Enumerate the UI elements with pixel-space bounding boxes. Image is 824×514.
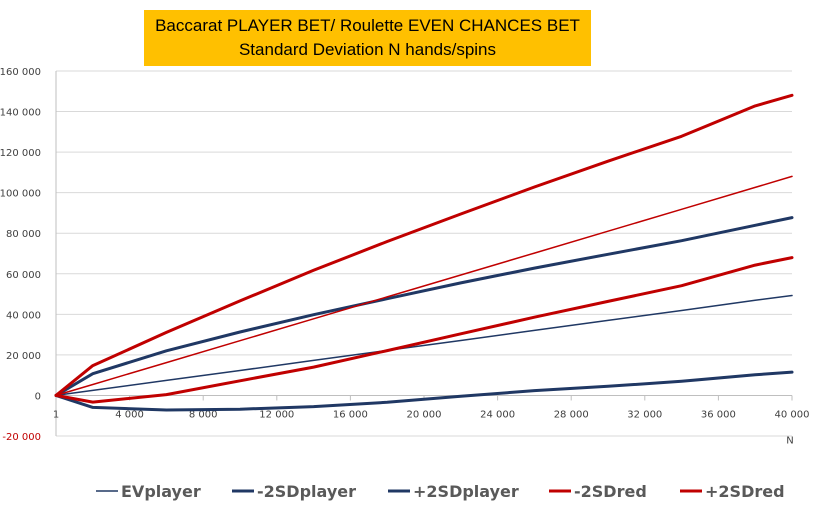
x-tick-label: 16 000 [333,409,368,420]
series-line-unnamed-5 [55,175,793,397]
x-tick-label: 12 000 [259,409,294,420]
legend-label: +2SDplayer [413,482,519,501]
y-tick-label: 100 000 [0,189,41,200]
y-tick-label: -20 000 [2,432,41,443]
x-tick-label: 20 000 [407,409,442,420]
legend-label: -2SDplayer [257,482,356,501]
x-tick-label: 1 [53,409,59,420]
series-line-2sdred [54,256,794,404]
x-tick-label: 24 000 [480,409,515,420]
y-tick-label: 20 000 [6,351,41,362]
legend-label: +2SDred [705,482,785,501]
chart-title-box: Baccarat PLAYER BET/ Roulette EVEN CHANC… [144,10,591,66]
y-tick-label: 120 000 [0,148,41,159]
x-axis-label: N [786,435,793,446]
series-line-2sdplayer [54,216,794,397]
y-tick-label: 80 000 [6,229,41,240]
y-tick-label: 0 [35,391,41,402]
series-line-2sdred [54,93,794,397]
y-tick-label: 60 000 [6,270,41,281]
series-line-evplayer [55,294,793,397]
x-tick-label: 40 000 [775,409,810,420]
y-tick-label: 160 000 [0,67,41,78]
x-tick-label: 8 000 [189,409,218,420]
x-tick-label: 36 000 [701,409,736,420]
legend-label: -2SDred [574,482,647,501]
y-tick-label: 40 000 [6,310,41,321]
y-tick-label: 140 000 [0,108,41,119]
legend-label: EVplayer [121,482,201,501]
chart-title-line-1: Baccarat PLAYER BET/ Roulette EVEN CHANC… [155,16,580,35]
series-line-2sdplayer [54,370,794,412]
x-tick-label: 32 000 [627,409,662,420]
x-tick-label: 4 000 [115,409,144,420]
chart-title-line-2: Standard Deviation N hands/spins [238,40,497,59]
x-tick-label: 28 000 [554,409,589,420]
